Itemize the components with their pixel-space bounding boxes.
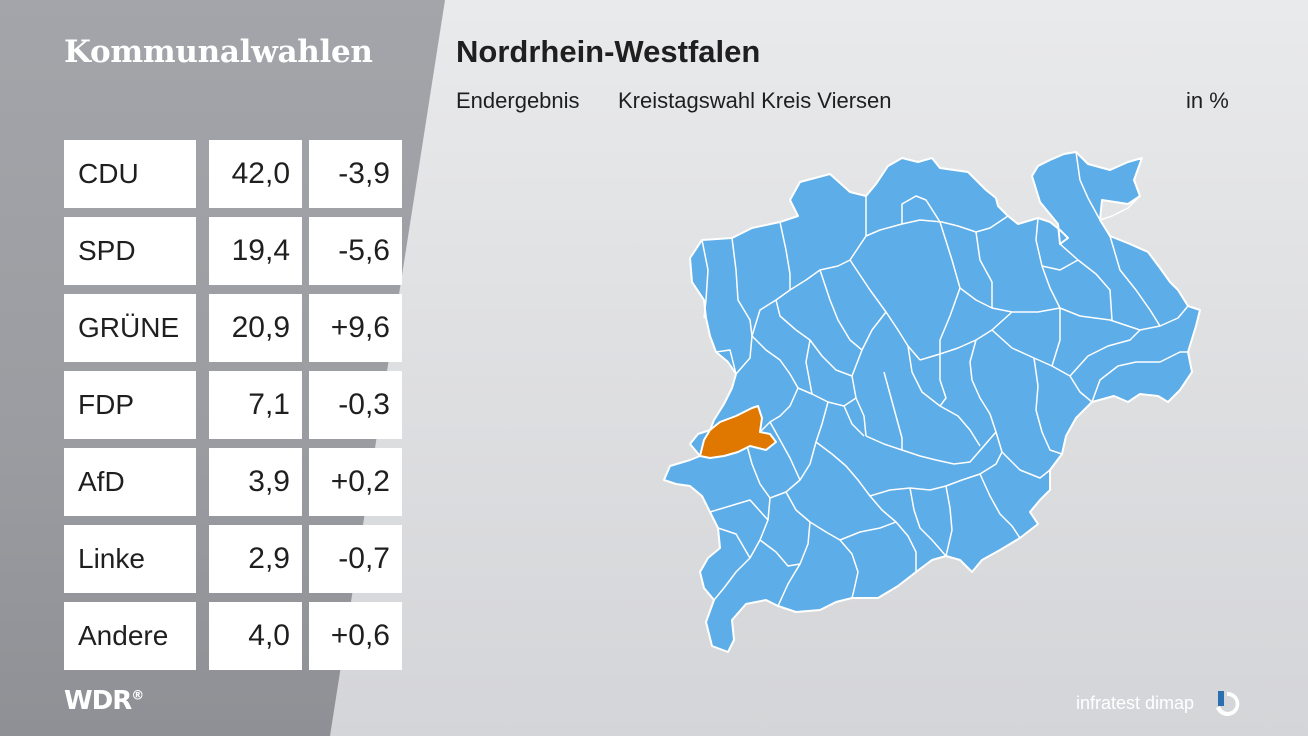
kreis-viersen-highlight	[699, 405, 777, 459]
vote-change: +0,6	[309, 602, 402, 670]
vote-share: 4,0	[209, 602, 302, 670]
vote-share: 3,9	[209, 448, 302, 516]
nrw-outline	[663, 151, 1201, 653]
party-name: SPD	[64, 217, 196, 285]
party-name: FDP	[64, 371, 196, 439]
party-name: Linke	[64, 525, 196, 593]
vote-share: 2,9	[209, 525, 302, 593]
wdr-registered-mark: ®	[131, 688, 145, 704]
vote-share: 19,4	[209, 217, 302, 285]
result-type: Endergebnis	[456, 88, 580, 113]
vote-change: -5,6	[309, 217, 402, 285]
vote-change: +0,2	[309, 448, 402, 516]
vote-share: 42,0	[209, 140, 302, 208]
wdr-logo: WDR®	[64, 686, 144, 716]
state-title: Nordrhein-Westfalen	[456, 34, 761, 69]
nrw-map	[640, 140, 1220, 680]
vote-change: -0,3	[309, 371, 402, 439]
election-name: Kreistagswahl Kreis Viersen	[618, 88, 892, 113]
pollster-logo-icon	[1216, 691, 1240, 716]
vote-share: 20,9	[209, 294, 302, 362]
unit-label: in %	[1186, 88, 1229, 113]
vote-share: 7,1	[209, 371, 302, 439]
map-svg	[663, 151, 1201, 653]
section-title: Kommunalwahlen	[64, 34, 373, 70]
vote-change: -0,7	[309, 525, 402, 593]
pollster-name: infratest dimap	[1076, 693, 1195, 713]
wdr-logo-text: WDR	[64, 686, 132, 716]
party-name: AfD	[64, 448, 196, 516]
party-name: CDU	[64, 140, 196, 208]
vote-change: -3,9	[309, 140, 402, 208]
vote-change: +9,6	[309, 294, 402, 362]
party-name: GRÜNE	[64, 294, 196, 362]
party-name: Andere	[64, 602, 196, 670]
